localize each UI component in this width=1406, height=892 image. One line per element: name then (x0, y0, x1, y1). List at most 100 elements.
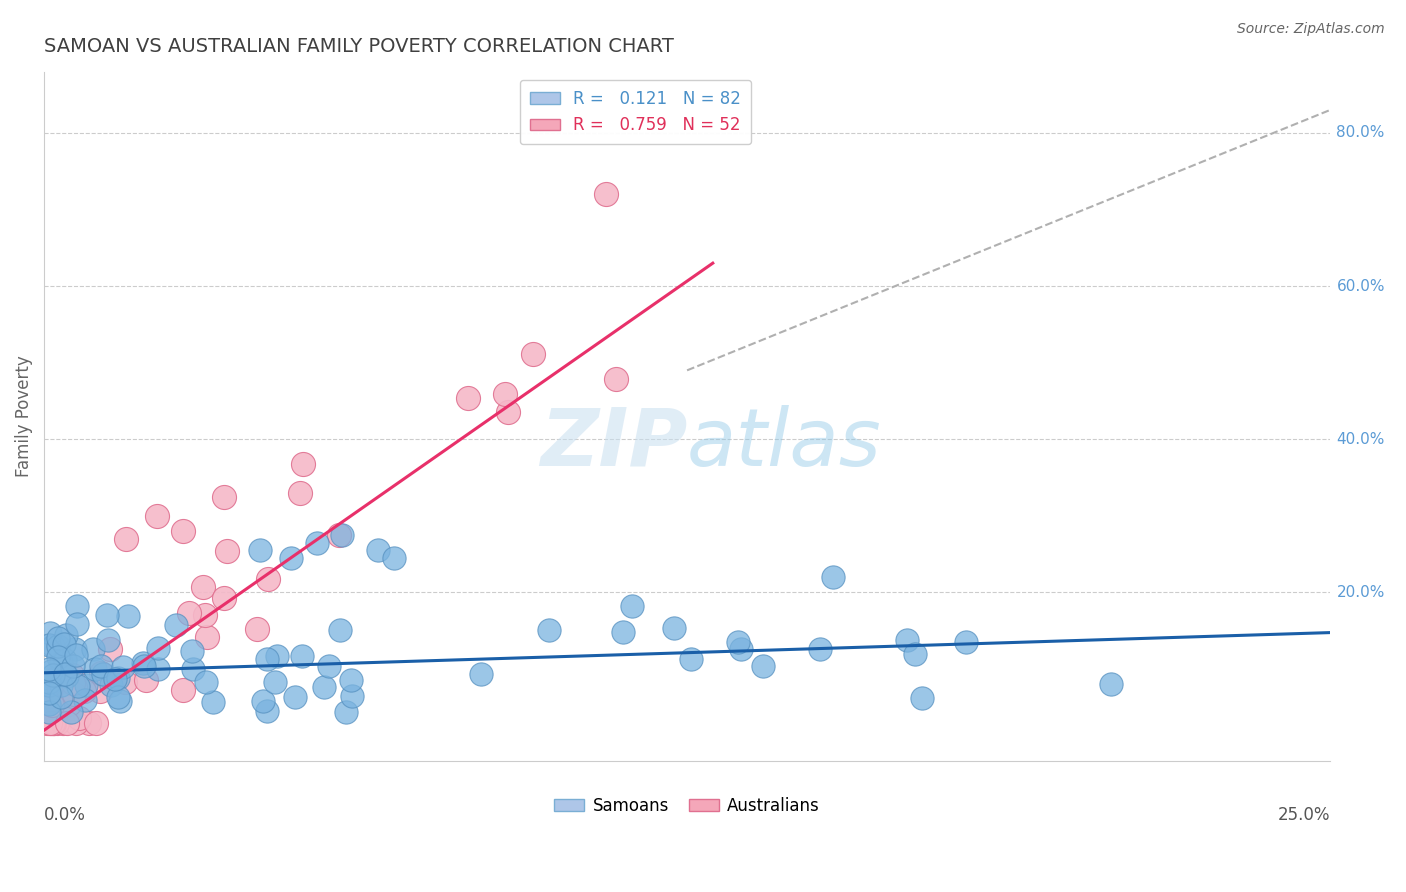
Point (48, 683, 70, 698)
Point (605, 372, 627, 386)
Text: atlas: atlas (688, 405, 882, 483)
Point (280, 550, 302, 565)
Point (55, 715, 77, 730)
Point (59, 706, 82, 720)
Point (217, 544, 239, 558)
Point (42, 715, 65, 730)
Point (284, 690, 307, 705)
Point (457, 391, 479, 405)
Point (612, 624, 634, 639)
Point (195, 674, 218, 689)
Point (75, 678, 97, 692)
Point (63, 687, 86, 701)
Point (98, 641, 121, 656)
Point (62, 689, 84, 703)
Point (752, 659, 775, 673)
Point (212, 490, 235, 504)
Point (44, 672, 66, 686)
Text: 40.0%: 40.0% (1337, 432, 1385, 447)
Point (537, 623, 560, 637)
Point (148, 662, 170, 676)
Point (39, 699, 62, 714)
Point (107, 690, 129, 704)
Point (38, 715, 60, 730)
Point (65, 715, 87, 730)
Point (96, 608, 118, 623)
Point (62, 659, 84, 673)
Point (340, 673, 363, 688)
Point (382, 550, 405, 565)
Text: Source: ZipAtlas.com: Source: ZipAtlas.com (1237, 22, 1385, 37)
Point (904, 647, 927, 661)
Point (63, 641, 86, 656)
Point (955, 635, 977, 649)
Point (911, 691, 934, 706)
Point (41, 715, 63, 730)
Point (39, 664, 62, 678)
Text: 0.0%: 0.0% (44, 805, 86, 823)
Point (35, 715, 58, 730)
Point (60, 668, 83, 682)
Point (86, 715, 108, 730)
Point (39, 626, 62, 640)
Point (42, 639, 65, 653)
Point (305, 535, 328, 549)
Point (48, 690, 70, 704)
Point (332, 528, 354, 542)
Point (181, 644, 204, 658)
Point (42, 715, 65, 730)
Point (494, 387, 516, 401)
Point (66, 679, 89, 693)
Text: 25.0%: 25.0% (1278, 805, 1330, 823)
Point (135, 673, 157, 688)
Point (496, 405, 519, 419)
Point (132, 657, 155, 671)
Point (470, 667, 492, 681)
Point (51, 678, 73, 692)
Point (335, 705, 357, 719)
Point (73, 693, 96, 707)
Point (290, 485, 312, 500)
Point (37, 694, 59, 708)
Point (117, 609, 139, 624)
Point (193, 580, 215, 594)
Point (367, 543, 389, 558)
Point (620, 599, 643, 613)
Point (35, 706, 58, 720)
Point (245, 622, 267, 636)
Point (100, 678, 122, 692)
Point (42, 715, 65, 730)
Point (114, 675, 136, 690)
Point (662, 621, 685, 635)
Point (41, 698, 63, 713)
Point (177, 607, 200, 621)
Point (212, 591, 235, 606)
Point (90, 666, 112, 681)
Point (172, 524, 194, 538)
Point (55, 627, 77, 641)
Y-axis label: Family Poverty: Family Poverty (15, 355, 32, 477)
Point (194, 608, 217, 623)
Point (290, 649, 312, 664)
Text: ZIP: ZIP (540, 405, 688, 483)
Point (38, 638, 60, 652)
Point (146, 508, 169, 523)
Point (107, 671, 129, 685)
Point (181, 662, 204, 676)
Point (896, 633, 918, 648)
Point (111, 660, 134, 674)
Text: 80.0%: 80.0% (1337, 126, 1385, 141)
Point (38, 698, 60, 712)
Point (328, 528, 350, 542)
Point (318, 659, 340, 673)
Point (727, 635, 749, 649)
Point (266, 648, 288, 663)
Point (97, 632, 120, 647)
Point (195, 630, 218, 644)
Point (65, 648, 87, 663)
Point (52, 715, 75, 730)
Point (39, 715, 62, 730)
Point (42, 667, 65, 681)
Point (46, 715, 69, 730)
Point (681, 651, 703, 665)
